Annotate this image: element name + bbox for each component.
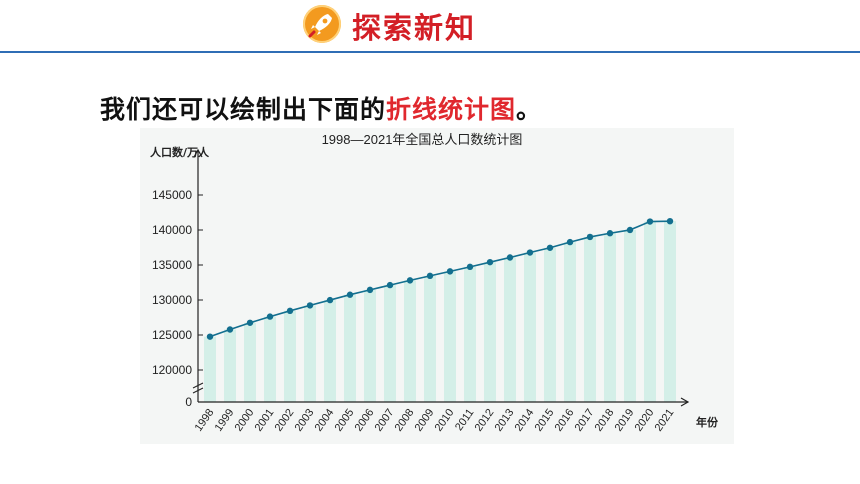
bar [624, 229, 636, 402]
bar [264, 316, 276, 402]
bar [524, 252, 536, 402]
header-divider [0, 51, 860, 53]
y-axis-arrow [193, 148, 203, 158]
data-point [306, 302, 314, 309]
data-point [326, 296, 334, 304]
bar [204, 336, 216, 402]
x-tick-label: 2011 [453, 407, 476, 433]
series-line [209, 220, 671, 338]
x-tick-label: 2017 [573, 407, 597, 434]
x-tick-label: 2018 [593, 407, 617, 434]
data-point [426, 272, 434, 280]
y-axis-label: 人口数/万人 [150, 145, 210, 159]
data-point [366, 286, 374, 294]
bar [284, 310, 296, 402]
data-point [546, 244, 554, 251]
bar [304, 305, 316, 402]
y-tick-label: 125000 [152, 328, 192, 342]
x-tick-label: 2003 [293, 407, 317, 434]
bar [424, 275, 436, 402]
header: 探索新知 [0, 0, 860, 56]
intro-lead: 我们还可以绘制出下面的 [100, 95, 387, 124]
x-tick-label: 2012 [473, 407, 497, 434]
y-tick-label: 140000 [152, 223, 192, 237]
bar [484, 262, 496, 402]
data-point [406, 277, 414, 284]
x-tick-label: 2001 [253, 407, 277, 434]
y-tick-label: 130000 [152, 293, 192, 307]
data-point [646, 218, 654, 225]
intro-highlight: 折线统计图 [386, 95, 517, 124]
x-tick-label: 2020 [633, 407, 657, 434]
x-tick-label: 2016 [553, 407, 577, 434]
bar [224, 329, 236, 402]
bar [544, 247, 556, 402]
bar [344, 294, 356, 402]
x-tick-label: 2019 [613, 407, 637, 434]
x-tick-label: 2009 [413, 407, 437, 434]
section-title: 探索新知 [352, 11, 477, 45]
x-tick-label: 2010 [433, 407, 457, 434]
bar [664, 221, 676, 402]
x-tick-label: 2007 [373, 407, 397, 434]
x-tick-label: 2005 [333, 407, 357, 434]
data-point [386, 281, 394, 289]
intro-text: 我们还可以绘制出下面的折线统计图。 [100, 90, 542, 126]
y-tick-label: 135000 [152, 258, 192, 272]
data-point [506, 254, 514, 261]
bar [244, 322, 256, 402]
bar [584, 236, 596, 402]
data-point [466, 263, 474, 271]
x-tick-label: 2021 [653, 407, 677, 434]
x-axis-arrow [680, 397, 690, 407]
data-point [586, 233, 594, 241]
bar [364, 289, 376, 402]
x-tick-label: 2015 [533, 407, 557, 434]
x-tick-label: 2008 [393, 407, 417, 434]
x-tick-label: 2014 [513, 407, 537, 434]
data-point [666, 217, 674, 225]
data-point [446, 268, 454, 275]
data-point [486, 258, 494, 266]
x-axis-label: 年份 [696, 415, 719, 429]
bar [464, 266, 476, 402]
data-point [206, 333, 214, 340]
bar [444, 271, 456, 402]
bar [564, 242, 576, 402]
data-point [566, 238, 574, 246]
data-point [226, 326, 234, 333]
data-point [246, 319, 254, 326]
bar [324, 300, 336, 402]
data-point [526, 249, 534, 256]
x-tick-label: 2002 [273, 407, 297, 434]
x-tick-label: 1999 [213, 407, 237, 434]
x-tick-label: 2000 [233, 407, 257, 434]
data-point [286, 307, 294, 315]
y-tick-label: 145000 [152, 188, 192, 202]
bar [404, 280, 416, 402]
data-point [606, 230, 614, 237]
axis-break [192, 382, 204, 394]
data-point [626, 226, 634, 234]
bar [644, 221, 656, 402]
rocket-icon [303, 5, 341, 43]
x-tick-label: 1998 [193, 407, 217, 434]
data-point [266, 313, 274, 320]
y-tick-label: 120000 [152, 363, 192, 377]
chart-title: 1998—2021年全国总人口数统计图 [322, 132, 523, 147]
data-point [346, 291, 354, 298]
bar [504, 257, 516, 402]
x-tick-label: 2013 [493, 407, 517, 434]
bar [384, 285, 396, 402]
x-tick-label: 2006 [353, 407, 377, 434]
intro-end: 。 [516, 95, 543, 124]
x-tick-label: 2004 [313, 407, 337, 434]
bar [604, 233, 616, 402]
y-tick-label: 0 [185, 395, 192, 409]
